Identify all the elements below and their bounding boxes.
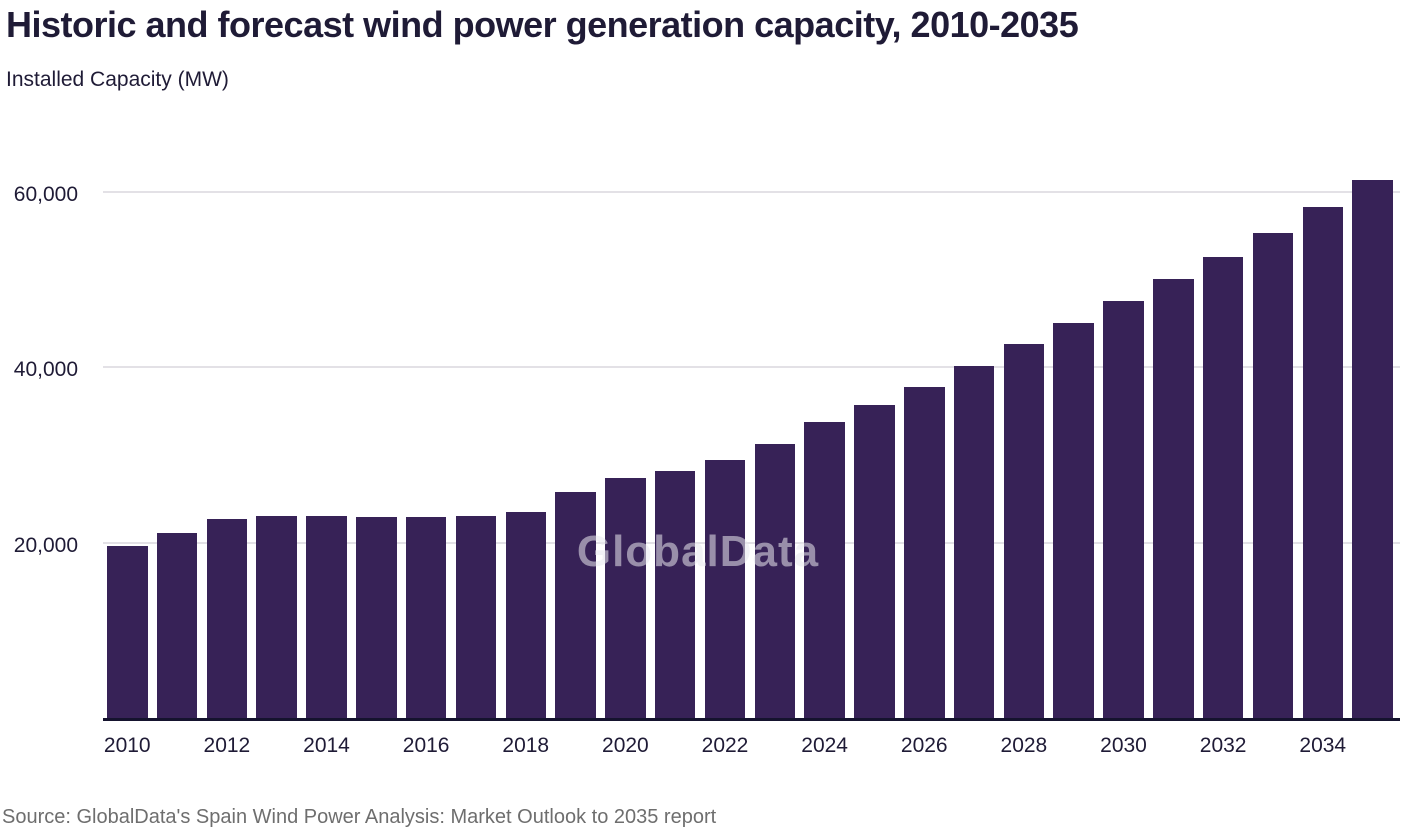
x-tick-label-2032: 2032 — [1199, 734, 1247, 757]
x-tick-label-2025 — [854, 734, 895, 758]
x-tick-label-2019 — [555, 734, 596, 758]
y-tick-label-60000: 60,000 — [13, 182, 78, 206]
x-tick-label-2033 — [1253, 734, 1294, 758]
bar-2011 — [156, 532, 198, 718]
bar-2023 — [754, 444, 796, 718]
chart-title: Historic and forecast wind power generat… — [6, 4, 1079, 45]
x-axis-labels: 2010 2012 2014 2016 2018 2020 2022 2024 2026 2028… — [103, 734, 1393, 758]
x-tick-label-2010: 2010 — [103, 734, 151, 757]
x-tick-label-2021 — [655, 734, 696, 758]
x-tick-label-2023 — [755, 734, 796, 758]
chart-subtitle: Installed Capacity (MW) — [6, 68, 229, 91]
x-tick-label-2013 — [256, 734, 297, 758]
gridlines — [103, 151, 1400, 718]
bar-2033 — [1252, 233, 1294, 718]
gridline-40000 — [103, 366, 1400, 369]
bar-2020 — [605, 477, 646, 718]
bar-2016 — [405, 516, 447, 718]
x-tick-label-2016: 2016 — [402, 734, 450, 757]
y-tick-label-40000: 40,000 — [13, 358, 78, 382]
x-tick-label-2017 — [456, 734, 497, 758]
bar-2035 — [1352, 180, 1393, 718]
bar-2025 — [854, 404, 895, 718]
x-tick-label-2015 — [356, 734, 397, 758]
bar-2027 — [953, 366, 995, 718]
y-axis-labels: 20,000 40,000 60,000 — [0, 151, 78, 721]
bar-2019 — [555, 491, 596, 718]
y-tick-label-20000: 20,000 — [13, 533, 78, 557]
x-tick-label-2022: 2022 — [701, 734, 749, 757]
source-note: Source: GlobalData's Spain Wind Power An… — [2, 806, 717, 828]
plot-area: GlobalData — [103, 151, 1400, 721]
gridline-60000 — [103, 190, 1400, 193]
bar-2029 — [1053, 322, 1094, 718]
x-tick-label-2035 — [1352, 734, 1393, 758]
bar-2024 — [804, 422, 845, 718]
x-tick-label-2024: 2024 — [801, 734, 848, 757]
bar-2030 — [1103, 300, 1144, 718]
x-tick-label-2012: 2012 — [203, 734, 251, 757]
x-tick-label-2014: 2014 — [303, 734, 350, 757]
gridline-20000 — [103, 541, 1400, 544]
bar-2031 — [1153, 278, 1194, 718]
bar-2021 — [654, 470, 696, 718]
bar-2010 — [107, 546, 148, 718]
bar-2014 — [306, 516, 347, 718]
bar-series — [107, 151, 1393, 718]
bar-2034 — [1302, 206, 1343, 718]
bar-2018 — [505, 511, 546, 718]
x-tick-label-2026: 2026 — [900, 734, 948, 757]
bar-2026 — [904, 386, 945, 718]
x-tick-label-2028: 2028 — [1000, 734, 1048, 757]
x-tick-label-2027 — [954, 734, 995, 758]
x-tick-label-2034: 2034 — [1299, 734, 1347, 757]
bar-2032 — [1202, 256, 1244, 718]
bar-2022 — [704, 460, 746, 718]
bar-2015 — [356, 517, 397, 718]
bar-2017 — [455, 515, 497, 718]
bar-2028 — [1003, 343, 1045, 718]
bar-2012 — [206, 518, 248, 718]
x-tick-label-2029 — [1053, 734, 1094, 758]
bar-2013 — [256, 516, 297, 718]
x-tick-label-2020: 2020 — [602, 734, 649, 757]
x-tick-label-2031 — [1153, 734, 1194, 758]
x-tick-label-2011 — [157, 734, 198, 758]
x-tick-label-2030: 2030 — [1100, 734, 1147, 757]
x-tick-label-2018: 2018 — [502, 734, 550, 757]
